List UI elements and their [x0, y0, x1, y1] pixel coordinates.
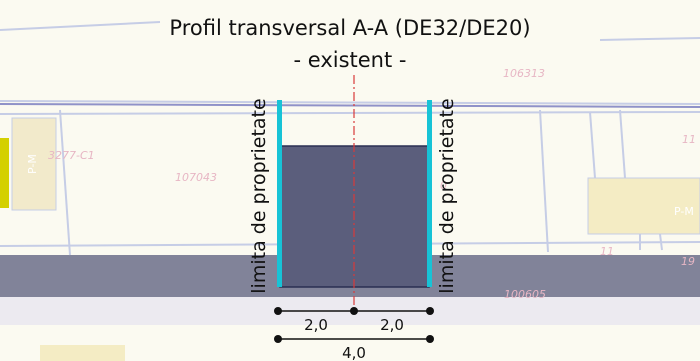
parcel-label: 3277-C1: [48, 149, 95, 162]
parcel-fragment: 0: [440, 179, 447, 192]
parcel-fragment: 11: [682, 133, 696, 146]
parcel-label: 107043: [175, 171, 217, 184]
zone-right-block: [587, 177, 700, 235]
parcel-label: 106313: [503, 67, 545, 80]
zone-label: P-M: [674, 205, 694, 218]
dimension-right: 2,0: [380, 316, 404, 334]
zone-bottom-block: [40, 345, 125, 361]
parcel-boundary-dark: [0, 103, 700, 108]
parcel-label: 100605: [504, 288, 546, 301]
parcel-fragment: 11: [600, 245, 614, 258]
diagram-title: Profil transversal A-A (DE32/DE20): [169, 16, 531, 40]
diagram-subtitle: - existent -: [293, 48, 407, 72]
parcel-fragment: 19: [681, 255, 695, 268]
zone-left-block: [11, 117, 57, 211]
dimension-total: 4,0: [342, 344, 366, 361]
property-limit-label-right: limita de proprietate: [436, 98, 458, 293]
dimension-markers: [274, 307, 434, 343]
zone-label: P-M: [26, 154, 39, 174]
yellow-strip: [0, 138, 9, 208]
property-limit-right: [427, 100, 432, 287]
dimension-left: 2,0: [304, 316, 328, 334]
property-limit-left: [277, 100, 282, 287]
property-limit-label-left: limita de proprietate: [248, 98, 270, 293]
